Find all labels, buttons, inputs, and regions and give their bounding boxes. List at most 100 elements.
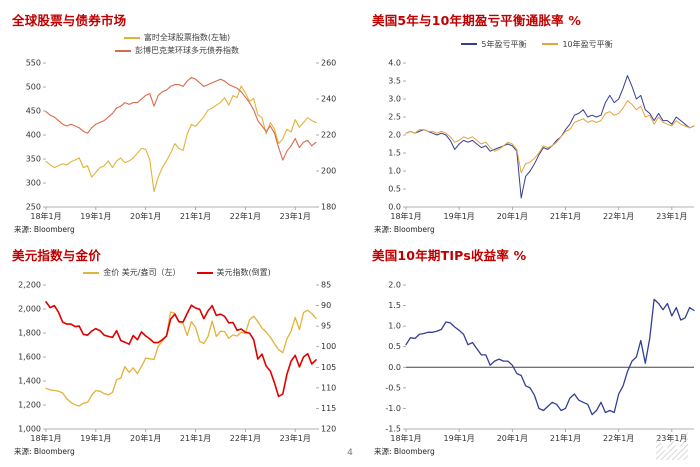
svg-text:3.5: 3.5 (388, 77, 401, 86)
svg-text:1,600: 1,600 (18, 353, 41, 362)
chart-title-breakeven-inflation: 美国5年与10年期盈亏平衡通胀率 % (372, 13, 582, 28)
svg-text:0.5: 0.5 (388, 185, 401, 194)
legend-item: 金价 美元/盎司（左） (83, 267, 181, 278)
svg-text:22年1月: 22年1月 (230, 433, 261, 443)
svg-text:1,400: 1,400 (18, 377, 41, 386)
chart-title-usd-gold: 美元指数与金价 (12, 248, 101, 263)
svg-text:19年1月: 19年1月 (444, 433, 475, 443)
chart-panel-usd-gold: 美元指数与金价 金价 美元/盎司（左） 美元指数(倒置) 18年1月 19年1月 20… (10, 243, 344, 457)
legend-line-swatch (461, 43, 478, 45)
svg-text:0.5: 0.5 (388, 342, 401, 351)
svg-text:22年1月: 22年1月 (603, 211, 634, 221)
svg-text:20年1月: 20年1月 (497, 433, 528, 443)
svg-text:19年1月: 19年1月 (80, 211, 111, 221)
svg-text:2.5: 2.5 (388, 113, 401, 122)
svg-text:1.0: 1.0 (388, 167, 401, 176)
chart-panel-breakeven-inflation: 美国5年与10年期盈亏平衡通胀率 % 5年盈亏平衡 10年盈亏平衡 18年1月 19… (370, 8, 700, 235)
svg-text:18年1月: 18年1月 (390, 211, 421, 221)
svg-text:200: 200 (321, 167, 336, 176)
chart-panel-global-markets: 全球股票与债券市场 富时全球股票指数(左轴) 彭博巴克莱环球多元债券指数 18年1… (10, 8, 344, 235)
svg-text:115: 115 (321, 404, 336, 413)
charts-grid: 全球股票与债券市场 富时全球股票指数(左轴) 彭博巴克莱环球多元债券指数 18年1… (10, 8, 695, 457)
svg-text:110: 110 (321, 383, 336, 392)
svg-text:550: 550 (26, 59, 41, 68)
svg-text:450: 450 (26, 107, 41, 116)
svg-text:2,200: 2,200 (18, 281, 41, 290)
svg-text:23年1月: 23年1月 (656, 211, 687, 221)
svg-text:90: 90 (321, 301, 331, 310)
legend-label: 金价 美元/盎司（左） (103, 268, 181, 277)
svg-text:2.0: 2.0 (388, 131, 401, 140)
svg-text:20年1月: 20年1月 (130, 433, 161, 443)
svg-text:350: 350 (26, 155, 41, 164)
legend-line-swatch (123, 36, 140, 39)
source-label: 来源: Bloomberg (374, 225, 435, 234)
svg-text:250: 250 (26, 203, 41, 212)
svg-text:240: 240 (321, 95, 336, 104)
svg-text:1,800: 1,800 (18, 329, 41, 338)
legend-line-swatch (115, 49, 131, 52)
svg-text:500: 500 (26, 83, 41, 92)
source-label: 来源: Bloomberg (374, 447, 435, 456)
svg-text:20年1月: 20年1月 (130, 211, 161, 221)
svg-text:21年1月: 21年1月 (180, 433, 211, 443)
chart-title-global-markets: 全球股票与债券市场 (12, 13, 127, 28)
svg-text:0.0: 0.0 (388, 363, 401, 372)
svg-text:1,000: 1,000 (18, 425, 41, 434)
svg-text:1.5: 1.5 (388, 301, 401, 310)
page-number: 4 (347, 448, 353, 458)
legend-label: 富时全球股票指数(左轴) (143, 33, 231, 42)
svg-text:105: 105 (321, 363, 336, 372)
legend-line-swatch (83, 271, 100, 274)
svg-text:4.0: 4.0 (388, 59, 401, 68)
legend-label: 彭博巴克莱环球多元债券指数 (135, 46, 239, 55)
svg-text:21年1月: 21年1月 (550, 211, 581, 221)
svg-text:220: 220 (321, 131, 336, 140)
line-chart-tips-yield: 18年1月19年1月20年1月21年1月22年1月23年1月2.01.51.00… (385, 281, 695, 443)
svg-text:22年1月: 22年1月 (603, 433, 634, 443)
legend-line-swatch (196, 271, 213, 274)
line-chart-breakeven-inflation: 18年1月 19年1月 20年1月 21年1月 22年1月 23年1月 4.0 3.5 3.0 2… (388, 59, 695, 221)
svg-text:23年1月: 23年1月 (280, 211, 311, 221)
chart-legend: 富时全球股票指数(左轴) 彭博巴克莱环球多元债券指数 (10, 31, 344, 57)
svg-text:2.0: 2.0 (388, 281, 401, 290)
svg-text:95: 95 (321, 322, 331, 331)
chart-legend (370, 266, 700, 279)
svg-text:180: 180 (321, 203, 336, 212)
svg-text:-1.0: -1.0 (385, 404, 401, 413)
source-label: 来源: Bloomberg (14, 225, 75, 234)
svg-text:1.0: 1.0 (388, 322, 401, 331)
svg-text:260: 260 (321, 59, 336, 68)
svg-text:19年1月: 19年1月 (80, 433, 111, 443)
watermark-logo (656, 428, 688, 460)
svg-text:120: 120 (321, 425, 336, 434)
legend-item: 彭博巴克莱环球多元债券指数 (115, 45, 239, 56)
svg-text:22年1月: 22年1月 (230, 211, 261, 221)
svg-text:85: 85 (321, 281, 331, 290)
svg-text:2,000: 2,000 (18, 305, 41, 314)
line-chart-global-markets: 18年1月 19年1月 20年1月 21年1月 22年1月 23年1月 550 500 450 4… (26, 59, 337, 222)
svg-text:21年1月: 21年1月 (180, 211, 211, 221)
svg-text:1,200: 1,200 (18, 401, 41, 410)
legend-label: 10年盈亏平衡 (562, 39, 613, 49)
svg-text:400: 400 (26, 131, 41, 140)
svg-text:1.5: 1.5 (388, 149, 401, 158)
svg-text:-0.5: -0.5 (385, 383, 401, 392)
chart-legend: 5年盈亏平衡 10年盈亏平衡 (370, 31, 700, 57)
chart-title-tips-yield: 美国10年期TIPs收益率 % (372, 248, 527, 263)
svg-text:23年1月: 23年1月 (280, 433, 311, 443)
source-label: 来源: Bloomberg (14, 447, 75, 456)
legend-label: 5年盈亏平衡 (481, 39, 527, 49)
svg-text:-1.5: -1.5 (385, 425, 401, 434)
page-footer: 4 (0, 440, 700, 459)
svg-text:0.0: 0.0 (388, 203, 401, 212)
legend-item: 富时全球股票指数(左轴) (123, 32, 231, 43)
svg-text:18年1月: 18年1月 (30, 433, 61, 443)
svg-text:18年1月: 18年1月 (390, 433, 421, 443)
svg-text:21年1月: 21年1月 (550, 433, 581, 443)
svg-text:300: 300 (26, 179, 41, 188)
legend-item: 5年盈亏平衡 (461, 39, 526, 50)
svg-text:18年1月: 18年1月 (30, 211, 61, 221)
svg-text:20年1月: 20年1月 (497, 211, 528, 221)
